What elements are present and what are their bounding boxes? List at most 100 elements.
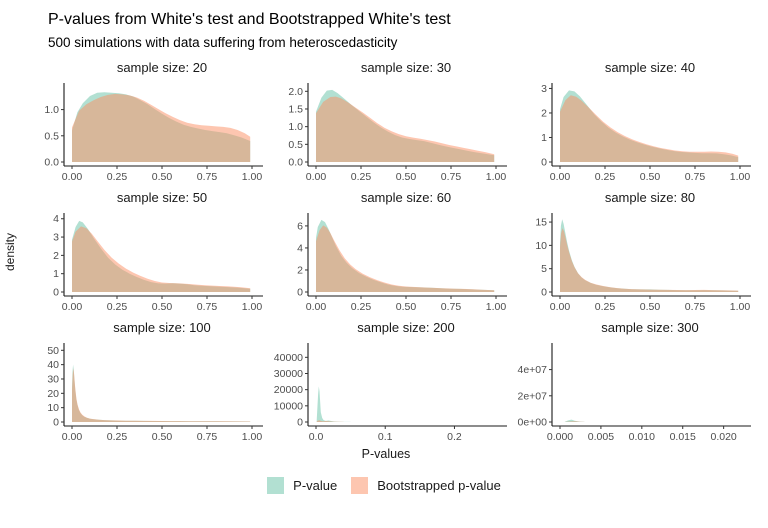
x-tick-label: 0.75: [441, 301, 462, 313]
density-area-bootstrapped: [316, 96, 495, 163]
y-tick-label: 3: [53, 232, 59, 244]
x-tick-label: 0.75: [685, 301, 706, 313]
density-plot-svg: 0.00 0.25 0.50 0.75 1.00 0 10 20 30 40 50: [47, 343, 263, 443]
density-area-bootstrapped: [560, 228, 739, 293]
density-area-pvalue: [316, 386, 351, 423]
x-tick-label: 0.50: [396, 301, 417, 313]
x-tick-label: 0.00: [550, 171, 571, 183]
y-tick-label: 20000: [274, 384, 303, 396]
density-plot-svg: 0.0 0.1 0.2 0 10000 20000 30000 40000: [274, 343, 507, 443]
x-tick-label: 0.25: [351, 171, 372, 183]
y-tick-label: 50: [47, 345, 59, 357]
x-tick-label: 0.020: [710, 431, 736, 443]
x-tick-label: 0.000: [547, 431, 573, 443]
facet-strip-label: sample size: 40: [604, 60, 696, 76]
y-tick-label: 20: [47, 388, 59, 400]
x-tick-label: 1.00: [486, 301, 507, 313]
y-tick-label: 40: [47, 359, 59, 371]
y-tick-label: 30: [47, 374, 59, 386]
density-area-bootstrapped: [72, 94, 251, 163]
x-tick-label: 0.0: [309, 431, 324, 443]
facet: sample size: 300 0.000 0.005 0.010 0.015 0.02…: [508, 317, 752, 447]
density-area-pvalue: [564, 419, 585, 423]
density-plot-svg: 0.000 0.005 0.010 0.015 0.020 0e+00 2e+07 4e+07: [518, 343, 751, 443]
facet-strip-label: sample size: 50: [116, 190, 208, 206]
x-tick-label: 0.00: [306, 301, 327, 313]
legend: P-value Bootstrapped p-value: [0, 477, 768, 495]
y-tick-label: 1.0: [44, 104, 59, 116]
facet: sample size: 200 0.0 0.1 0.2 0 10000 20000 3000…: [264, 317, 508, 447]
facet: sample size: 50 0.00 0.25 0.50 0.75 1.00 0 1 2 3 4: [20, 187, 264, 317]
x-tick-label: 1.00: [242, 301, 263, 313]
y-tick-label: 1.5: [288, 104, 303, 116]
x-tick-label: 0.25: [107, 431, 128, 443]
y-axis-title-wrap: density: [2, 57, 18, 447]
density-plot-svg: 0.00 0.25 0.50 0.75 1.00 0.0 0.5 1.0: [44, 83, 263, 183]
x-tick-label: 0.75: [197, 431, 218, 443]
y-tick-label: 2: [541, 108, 547, 120]
density-area-bootstrapped: [72, 368, 251, 423]
y-tick-label: 0: [297, 417, 303, 429]
x-tick-label: 1.00: [730, 301, 751, 313]
legend-swatch-pvalue: [267, 477, 285, 495]
facet: sample size: 80 0.00 0.25 0.50 0.75 1.00 0 5 10 1…: [508, 187, 752, 317]
facet-strip-label: sample size: 300: [601, 320, 699, 336]
x-tick-label: 1.00: [730, 171, 751, 183]
legend-label: Bootstrapped p-value: [377, 478, 501, 494]
x-tick-label: 0.010: [629, 431, 655, 443]
y-tick-label: 0.5: [44, 130, 59, 142]
y-tick-label: 2e+07: [518, 390, 548, 402]
y-tick-label: 15: [535, 217, 547, 229]
x-tick-label: 0.25: [595, 301, 616, 313]
density-area-bootstrapped: [560, 95, 739, 163]
density-area-bootstrapped: [316, 225, 495, 293]
y-tick-label: 0: [53, 417, 59, 429]
x-tick-label: 0.50: [640, 171, 661, 183]
density-plot-svg: 0.00 0.25 0.50 0.75 1.00 0 2 4 6: [297, 213, 507, 313]
y-tick-label: 0e+00: [518, 417, 548, 429]
y-tick-label: 10: [47, 402, 59, 414]
x-tick-label: 0.00: [62, 301, 83, 313]
legend-item: P-value: [267, 477, 337, 495]
y-tick-label: 30000: [274, 368, 303, 380]
facet: sample size: 20 0.00 0.25 0.50 0.75 1.00 0.0 0.…: [20, 57, 264, 187]
x-tick-label: 1.00: [242, 431, 263, 443]
facet: sample size: 100 0.00 0.25 0.50 0.75 1.00 0 10 2…: [20, 317, 264, 447]
y-tick-label: 1: [53, 268, 59, 280]
y-tick-label: 0.0: [44, 157, 59, 169]
x-tick-label: 0.75: [685, 171, 706, 183]
x-tick-label: 0.2: [447, 431, 462, 443]
y-tick-label: 4e+07: [518, 364, 548, 376]
x-tick-label: 1.00: [486, 171, 507, 183]
x-axis-title: P-values: [361, 447, 411, 462]
x-tick-label: 0.00: [306, 171, 327, 183]
y-tick-label: 6: [297, 221, 303, 233]
y-tick-label: 1: [541, 132, 547, 144]
plot-subtitle: 500 simulations with data suffering from…: [48, 35, 398, 50]
x-tick-label: 0.25: [107, 301, 128, 313]
y-tick-label: 40000: [274, 352, 303, 364]
y-tick-label: 3: [541, 83, 547, 95]
facet-grid: sample size: 20 0.00 0.25 0.50 0.75 1.00 0.0 0.…: [20, 57, 768, 447]
y-tick-label: 0.0: [288, 157, 303, 169]
facet-strip-label: sample size: 200: [357, 320, 455, 336]
x-tick-label: 1.00: [242, 171, 263, 183]
y-tick-label: 0: [541, 157, 547, 169]
plot-header: P-values from White's test and Bootstrap…: [0, 0, 768, 51]
density-area-bootstrapped: [316, 420, 344, 423]
facet-strip-label: sample size: 80: [604, 190, 696, 206]
plot-region: density sample size: 20 0.00 0.25 0.50 0.75 1…: [0, 57, 768, 495]
facet: sample size: 30 0.00 0.25 0.50 0.75 1.00 0.0 0.…: [264, 57, 508, 187]
density-plot-svg: 0.00 0.25 0.50 0.75 1.00 0 1 2 3 4: [53, 213, 263, 313]
y-tick-label: 2.0: [288, 86, 303, 98]
y-tick-label: 2: [53, 250, 59, 262]
x-tick-label: 0.25: [595, 171, 616, 183]
y-tick-label: 1.0: [288, 121, 303, 133]
y-tick-label: 0: [541, 287, 547, 299]
y-tick-label: 4: [53, 213, 59, 225]
y-tick-label: 10: [535, 240, 547, 252]
x-tick-label: 0.25: [107, 171, 128, 183]
x-tick-label: 0.50: [152, 431, 173, 443]
x-tick-label: 0.25: [351, 301, 372, 313]
x-tick-label: 0.00: [62, 171, 83, 183]
